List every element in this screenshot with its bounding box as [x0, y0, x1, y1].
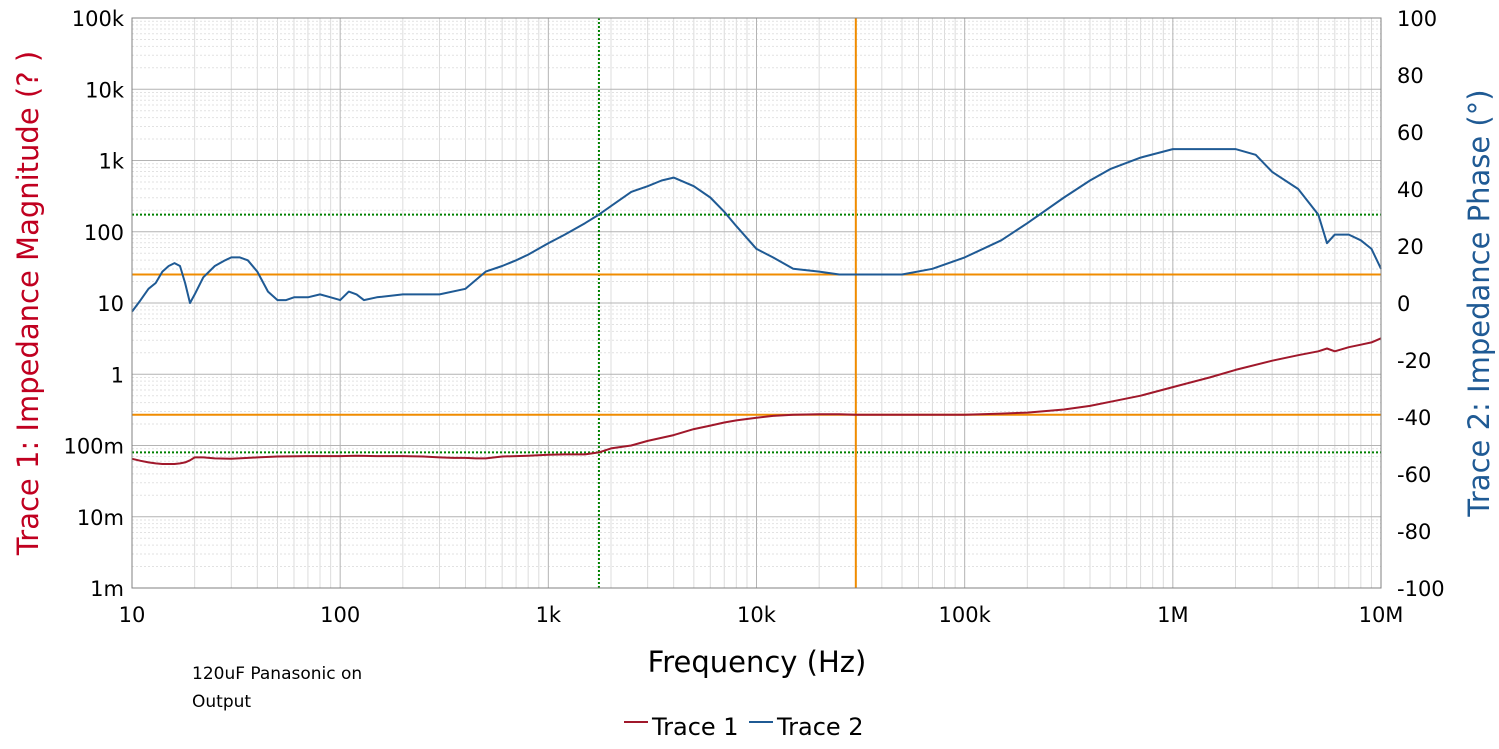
y-right-tick-label: -40 [1397, 406, 1431, 430]
series-line-2 [131, 148, 1382, 313]
x-tick-label: 100 [320, 603, 360, 627]
y-left-tick-label: 1m [90, 577, 124, 601]
y-right-tick-label: -80 [1397, 520, 1431, 544]
y-right-tick-label: 60 [1397, 121, 1424, 145]
y-left-tick-label: 10m [77, 506, 124, 530]
cursor-lines[interactable] [132, 18, 1381, 588]
y-left-tick-label: 100m [63, 435, 124, 459]
y-right-tick-labels: 100 80 60 40 20 0 -20 -40 -60 -80 -100 [1397, 7, 1445, 601]
y-right-tick-label: 40 [1397, 178, 1424, 202]
x-tick-label: 100k [939, 603, 992, 627]
x-tick-label: 10M [1359, 603, 1404, 627]
series-line-1 [131, 337, 1382, 465]
y-right-tick-label: 100 [1397, 7, 1437, 31]
y-left-axis-title: Trace 1: Impedance Magnitude (? ) [11, 51, 45, 556]
x-tick-label: 1M [1157, 603, 1188, 627]
annotation-note: 120uF Panasonic on Output [192, 664, 362, 712]
y-left-tick-label: 10 [97, 292, 124, 316]
y-left-tick-label: 100k [72, 7, 125, 31]
x-tick-label: 1k [536, 603, 562, 627]
y-right-tick-label: 20 [1397, 235, 1424, 259]
y-right-tick-label: -60 [1397, 463, 1431, 487]
y-left-tick-label: 1 [111, 363, 124, 387]
legend: Trace 1 Trace 2 [624, 713, 864, 741]
y-right-tick-label: -100 [1397, 577, 1445, 601]
legend-label: Trace 1 [651, 713, 739, 741]
legend-label: Trace 2 [776, 713, 864, 741]
y-right-tick-label: 0 [1397, 292, 1410, 316]
y-left-tick-label: 10k [85, 78, 125, 102]
x-tick-label: 10 [119, 603, 146, 627]
x-tick-labels: 10 100 1k 10k 100k 1M 10M [119, 603, 1404, 627]
annotation-line: Output [192, 692, 251, 712]
x-axis-title: Frequency (Hz) [648, 645, 867, 679]
x-tick-label: 10k [737, 603, 777, 627]
y-right-tick-label: 80 [1397, 64, 1424, 88]
y-left-tick-label: 100 [84, 221, 124, 245]
y-right-axis-title: Trace 2: Impedance Phase (°) [1462, 89, 1496, 517]
y-left-tick-labels: 100k 10k 1k 100 10 1 100m 10m 1m [63, 7, 124, 601]
y-right-tick-label: -20 [1397, 349, 1431, 373]
series-lines [131, 148, 1382, 465]
plot-frame [131, 17, 1382, 589]
annotation-line: 120uF Panasonic on [192, 664, 362, 684]
y-left-tick-label: 1k [98, 150, 124, 174]
